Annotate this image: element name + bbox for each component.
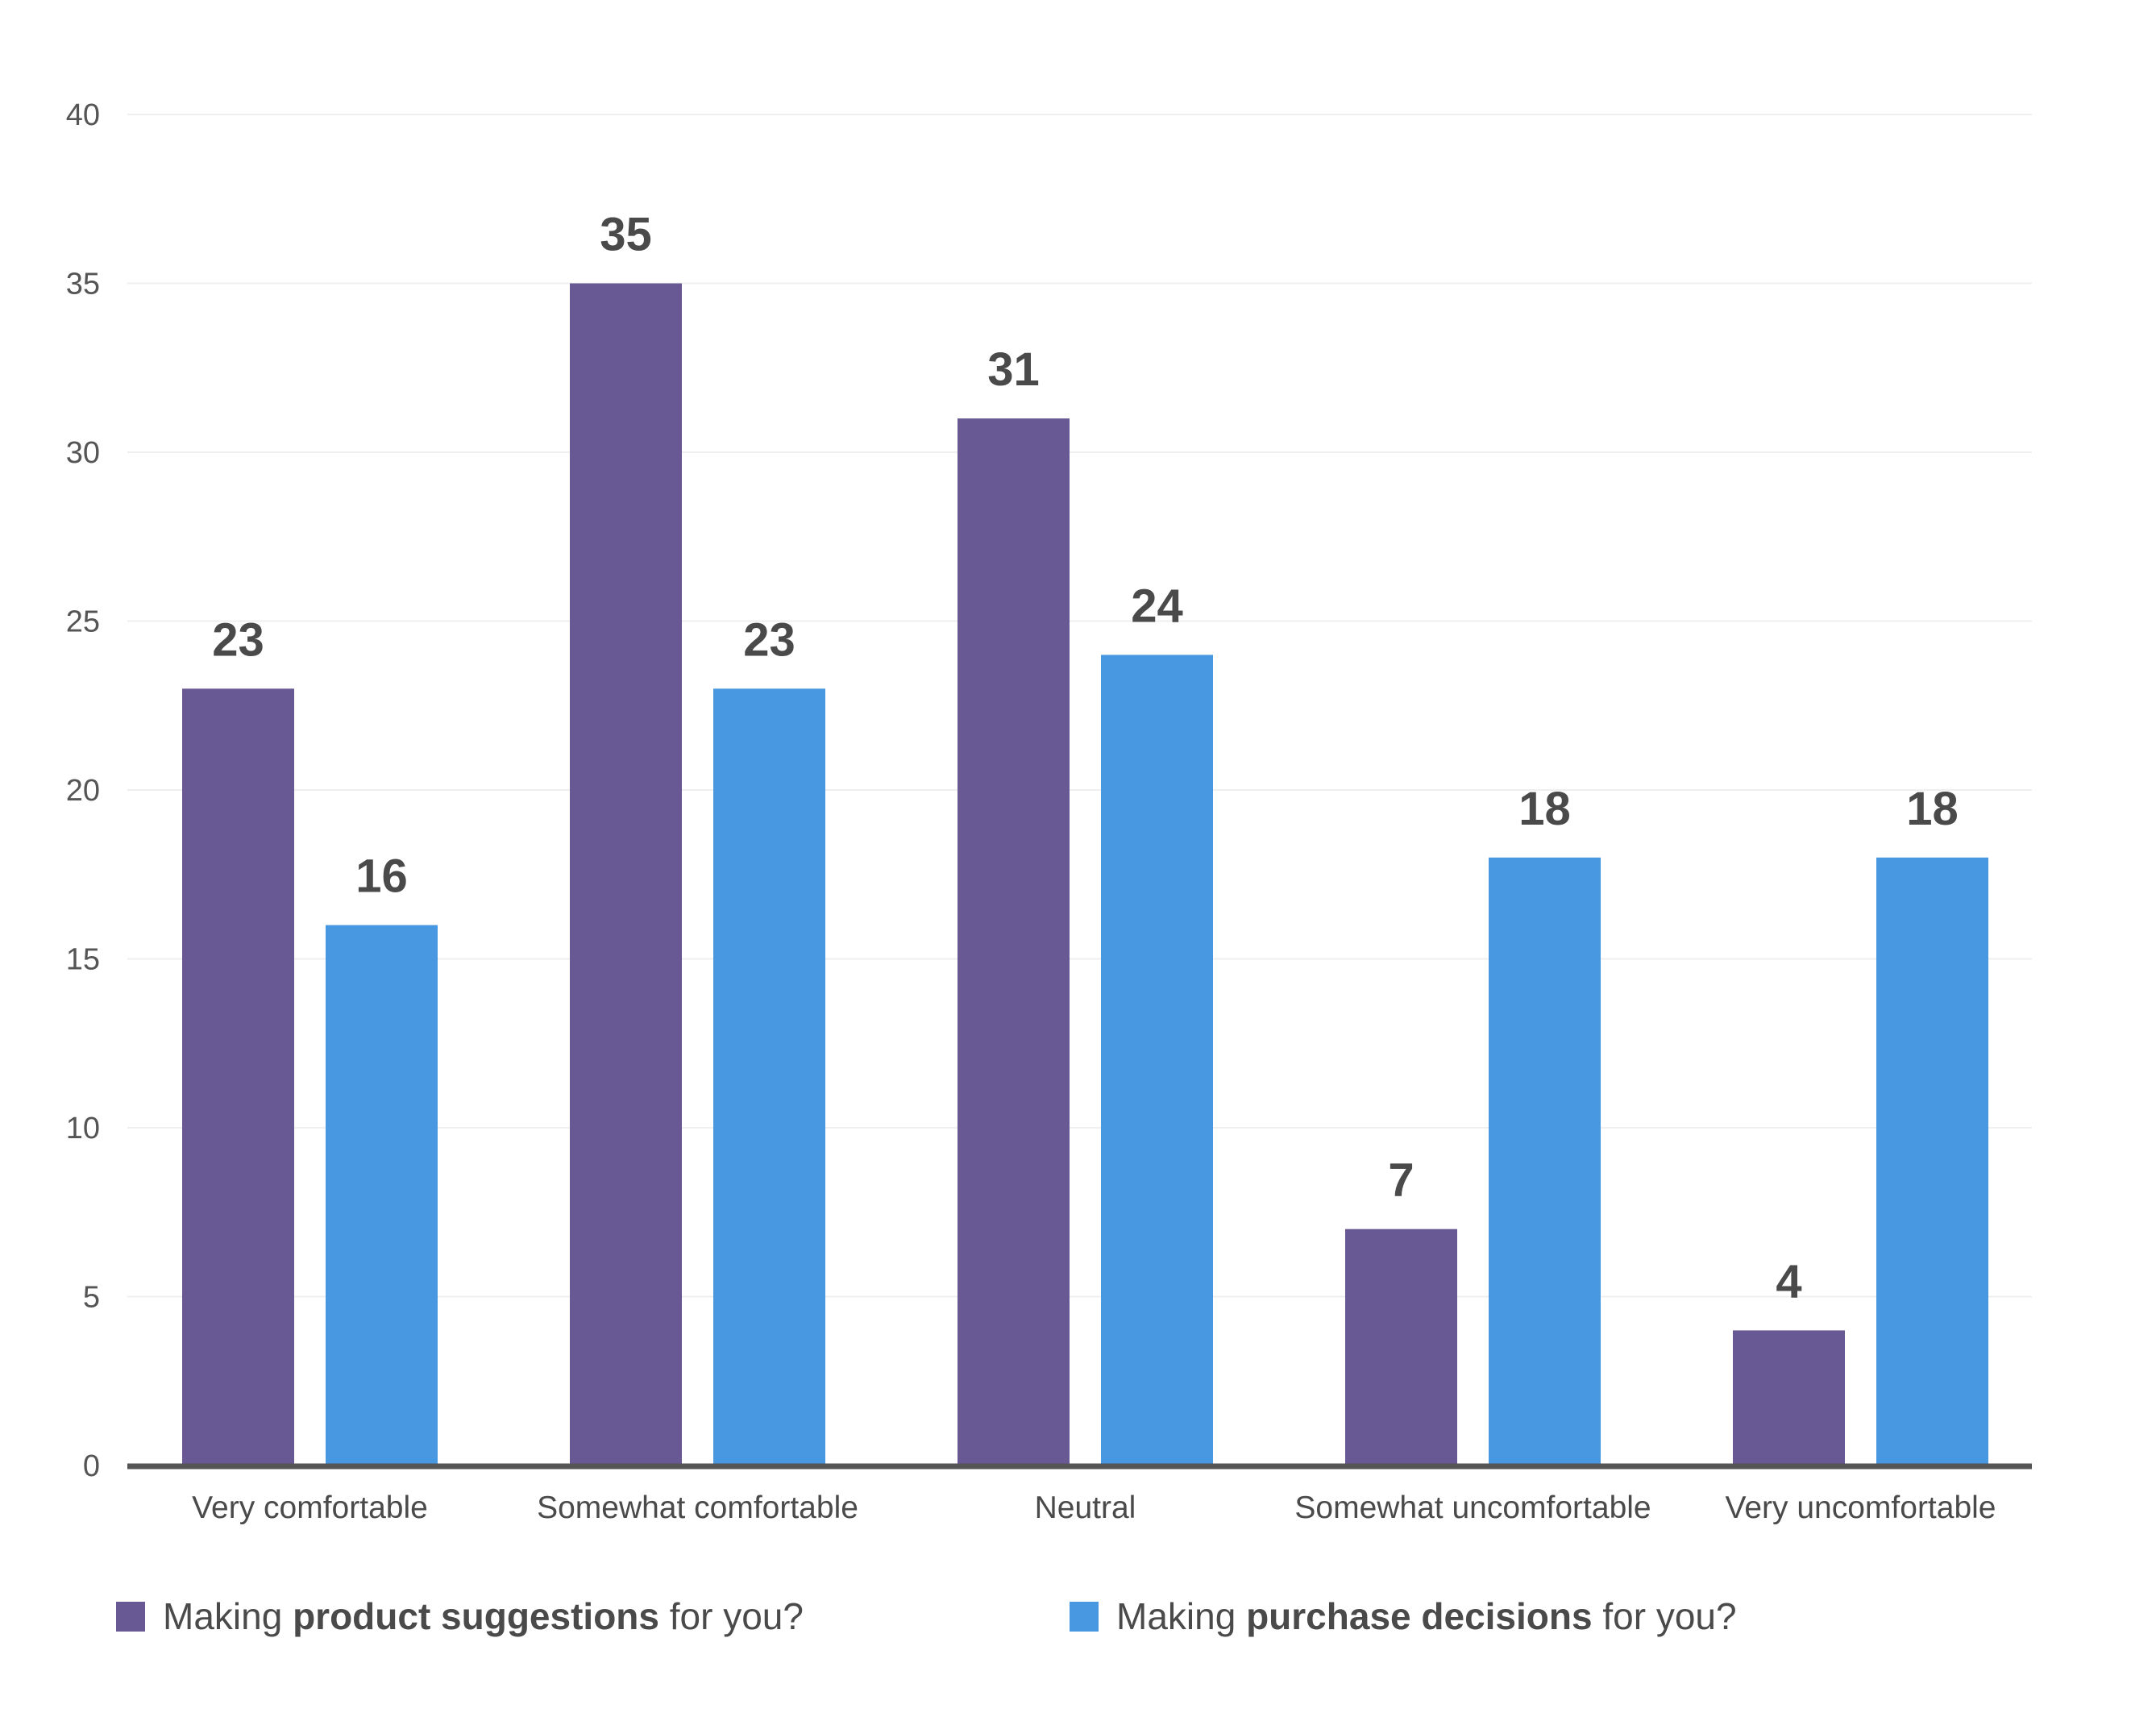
legend-label: Making product suggestions for you? [163, 1592, 804, 1640]
y-tick-label: 15 [66, 943, 100, 977]
bar-series-0-very-comfortable [182, 688, 294, 1465]
y-axis-ticks: 0 5 10 15 20 25 30 35 40 [66, 98, 100, 1483]
y-tick-label: 40 [66, 98, 100, 132]
legend-text-prefix: Making [163, 1595, 293, 1637]
bar-series-0-somewhat-uncomfortable [1345, 1229, 1457, 1465]
x-category-label: Somewhat uncomfortable [1294, 1490, 1651, 1525]
data-label: 4 [1776, 1255, 1801, 1307]
y-tick-label: 5 [83, 1281, 100, 1315]
data-label: 35 [600, 209, 652, 261]
y-tick-label: 35 [66, 268, 100, 301]
bar-series-0-very-uncomfortable [1733, 1330, 1845, 1465]
data-labels: 23 16 35 23 31 24 7 18 4 18 [212, 209, 1959, 1308]
x-category-label: Neutral [1035, 1490, 1136, 1525]
legend-text-suffix: for you? [1592, 1595, 1737, 1637]
y-tick-label: 20 [66, 774, 100, 808]
category-labels: Very comfortable Somewhat comfortable Neut… [192, 1490, 1996, 1525]
bar-series-1-somewhat-comfortable [713, 688, 825, 1465]
bar-series-0-somewhat-comfortable [570, 283, 682, 1465]
bar-series-0-neutral [958, 418, 1070, 1465]
legend-item-product-suggestions[interactable]: Making product suggestions for you? [116, 1592, 804, 1640]
y-tick-label: 10 [66, 1112, 100, 1145]
data-label: 23 [743, 613, 796, 666]
x-category-label: Somewhat comfortable [537, 1490, 858, 1525]
y-tick-label: 30 [66, 436, 100, 470]
bar-series-1-neutral [1101, 655, 1213, 1465]
legend-label: Making purchase decisions for you? [1116, 1592, 1737, 1640]
data-label: 24 [1131, 580, 1183, 632]
legend-item-purchase-decisions[interactable]: Making purchase decisions for you? [1070, 1592, 1737, 1640]
bars [182, 283, 1988, 1465]
legend-text-bold: product suggestions [293, 1595, 659, 1637]
bar-series-1-very-uncomfortable [1876, 857, 1988, 1465]
legend-text-prefix: Making [1116, 1595, 1247, 1637]
x-category-label: Very comfortable [192, 1490, 428, 1525]
legend-swatch-blue [1070, 1601, 1099, 1632]
data-label: 23 [212, 613, 264, 666]
data-label: 7 [1388, 1154, 1414, 1207]
bar-chart: 0 5 10 15 20 25 30 35 40 23 16 35 23 31 24 7 18 4 18 Very… [66, 98, 2032, 1525]
y-tick-label: 0 [83, 1449, 100, 1483]
y-tick-label: 25 [66, 605, 100, 639]
bar-series-1-very-comfortable [326, 925, 438, 1465]
x-category-label: Very uncomfortable [1725, 1490, 1996, 1525]
data-label: 18 [1518, 783, 1571, 835]
gridlines [127, 114, 2032, 1298]
bar-series-1-somewhat-uncomfortable [1489, 857, 1601, 1465]
data-label: 31 [987, 343, 1040, 396]
legend-text-bold: purchase decisions [1246, 1595, 1593, 1637]
legend-swatch-purple [116, 1601, 145, 1632]
legend-text-suffix: for you? [658, 1595, 804, 1637]
data-label: 16 [355, 850, 408, 903]
data-label: 18 [1906, 783, 1959, 835]
